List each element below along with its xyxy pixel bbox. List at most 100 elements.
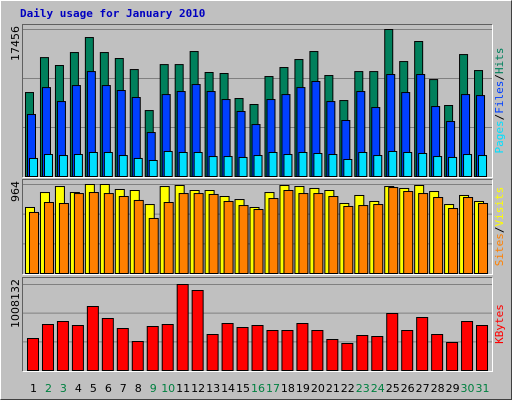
bar [71, 325, 84, 372]
x-tick-label: 22 [341, 382, 355, 395]
x-tick-label: 8 [135, 382, 142, 395]
bar [133, 199, 144, 274]
plot-bevel-dark [22, 179, 493, 275]
bar [418, 193, 429, 274]
plot-bevel-dark [22, 277, 493, 372]
bar [388, 187, 399, 274]
bar [131, 341, 144, 371]
bar [433, 156, 443, 178]
x-tick-label: 18 [281, 382, 295, 395]
bar [88, 192, 99, 274]
x-tick-label: 19 [296, 382, 310, 395]
legend-entry: Pages [493, 120, 506, 153]
bar [461, 321, 474, 371]
bar [86, 306, 99, 372]
bar [448, 208, 459, 274]
bar [388, 150, 398, 178]
bar [206, 334, 219, 371]
bar [358, 205, 369, 274]
x-tick-label: 10 [161, 382, 175, 395]
legend-separator: / [493, 114, 506, 121]
bar [343, 205, 354, 274]
bar [476, 325, 489, 372]
x-tick-label: 25 [386, 382, 400, 395]
bar [266, 330, 279, 371]
bar [358, 151, 368, 177]
x-tick-label: 12 [191, 382, 205, 395]
bar [58, 155, 68, 178]
x-tick-label: 21 [326, 382, 340, 395]
x-tick-label: 7 [120, 382, 127, 395]
bar [27, 338, 39, 372]
bar [373, 155, 383, 178]
legend-separator: / [493, 74, 506, 81]
x-tick-label: 17 [266, 382, 280, 395]
bar [328, 154, 338, 177]
bar [56, 321, 69, 371]
x-tick-label: 4 [75, 382, 82, 395]
bar [193, 193, 204, 274]
bar [238, 205, 249, 274]
bar [133, 157, 143, 177]
bar [163, 202, 174, 274]
legend: Pages/Files/Hits [493, 48, 506, 154]
plot-bevel-light [22, 277, 493, 372]
legend-entry: Files [493, 81, 506, 114]
bar [343, 158, 353, 177]
bar [463, 197, 474, 275]
bar [29, 157, 38, 177]
bar [118, 196, 129, 274]
legend-separator: / [493, 227, 506, 234]
legend-entry: KBytes [493, 304, 506, 344]
bar [43, 154, 53, 177]
x-tick-label: 16 [251, 382, 265, 395]
bar [43, 202, 54, 274]
bar [236, 327, 249, 372]
legend-entry: Visits [493, 187, 506, 227]
bar [253, 209, 264, 275]
bar [148, 159, 158, 177]
plot-bevel-light [22, 179, 493, 275]
legend: KBytes [493, 304, 506, 344]
bar [251, 325, 264, 372]
bar [463, 154, 473, 177]
bar [253, 155, 263, 178]
y-tick-label: 1008132 [9, 279, 22, 328]
bar [191, 290, 204, 371]
bar [238, 156, 248, 178]
bar [311, 330, 324, 371]
bar [403, 191, 414, 275]
x-tick-label: 9 [150, 382, 157, 395]
chart-title: Daily usage for January 2010 [20, 7, 205, 20]
bar [298, 193, 309, 274]
bar [223, 156, 233, 178]
bar [416, 317, 429, 372]
bar [178, 193, 189, 274]
bar [341, 343, 354, 371]
bar [268, 198, 279, 274]
bar [146, 326, 159, 372]
y-tick-label: 17456 [9, 26, 22, 61]
x-tick-label: 6 [105, 382, 112, 395]
bar [371, 336, 384, 372]
bar [208, 193, 219, 274]
x-tick-label: 2 [45, 382, 52, 395]
bar [268, 151, 278, 177]
bar [373, 204, 384, 274]
x-tick-label: 23 [356, 382, 370, 395]
x-tick-label: 28 [431, 382, 445, 395]
x-tick-label: 13 [206, 382, 220, 395]
bar [163, 150, 173, 178]
bar [116, 328, 129, 372]
x-tick-label: 5 [90, 382, 97, 395]
bar [431, 334, 444, 371]
legend: Sites/Visits [493, 187, 506, 267]
bar [281, 330, 294, 371]
plot-bevel-dark [22, 24, 493, 178]
bar [41, 324, 54, 371]
bar [208, 156, 218, 178]
x-tick-label: 1 [30, 382, 37, 395]
bar [326, 339, 339, 372]
